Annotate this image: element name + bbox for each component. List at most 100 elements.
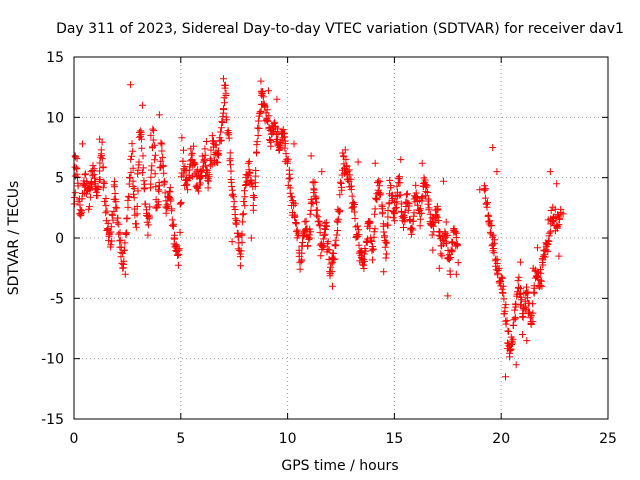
data-point bbox=[343, 162, 351, 170]
data-point bbox=[126, 174, 134, 182]
data-point bbox=[351, 201, 358, 208]
data-point bbox=[191, 161, 199, 169]
data-point bbox=[241, 202, 249, 210]
data-point bbox=[298, 256, 306, 264]
data-point bbox=[537, 266, 544, 274]
data-point bbox=[529, 264, 537, 272]
data-point bbox=[377, 189, 385, 197]
data-point bbox=[489, 144, 497, 151]
data-point bbox=[86, 193, 94, 201]
data-point bbox=[206, 155, 214, 163]
data-point bbox=[384, 221, 392, 229]
data-point bbox=[418, 159, 426, 167]
data-point bbox=[498, 274, 506, 282]
data-point bbox=[138, 169, 146, 177]
data-point bbox=[291, 212, 299, 220]
data-point bbox=[239, 210, 247, 218]
data-point bbox=[157, 139, 165, 147]
data-point bbox=[202, 138, 210, 145]
data-point bbox=[204, 184, 212, 192]
data-point bbox=[526, 308, 534, 316]
data-point bbox=[311, 178, 319, 186]
data-point bbox=[391, 217, 399, 225]
data-point bbox=[509, 321, 517, 329]
data-point bbox=[227, 161, 234, 169]
data-point bbox=[151, 141, 159, 149]
data-point bbox=[331, 255, 339, 263]
data-point bbox=[279, 126, 287, 134]
data-point bbox=[259, 90, 267, 98]
data-point bbox=[226, 155, 234, 163]
data-point bbox=[159, 153, 167, 161]
data-point bbox=[134, 166, 142, 174]
y-tick-label: -10 bbox=[41, 352, 64, 368]
data-point bbox=[499, 282, 507, 290]
data-point bbox=[482, 185, 490, 193]
data-point bbox=[448, 247, 456, 255]
data-point bbox=[550, 217, 558, 225]
data-point bbox=[258, 89, 265, 97]
data-point bbox=[539, 252, 547, 260]
data-point bbox=[147, 173, 155, 181]
data-point bbox=[547, 228, 555, 236]
data-point bbox=[244, 159, 252, 167]
data-point bbox=[553, 180, 561, 188]
data-point bbox=[253, 148, 261, 156]
data-point bbox=[493, 255, 501, 263]
data-point bbox=[344, 167, 352, 175]
data-point bbox=[161, 189, 169, 197]
data-point bbox=[423, 182, 431, 190]
data-point bbox=[190, 142, 198, 150]
data-point bbox=[228, 238, 236, 246]
data-point bbox=[220, 106, 228, 114]
data-point bbox=[437, 250, 445, 258]
data-point bbox=[128, 152, 135, 160]
data-point bbox=[412, 181, 420, 189]
data-point bbox=[484, 199, 491, 207]
data-point bbox=[85, 203, 93, 211]
data-point bbox=[346, 171, 354, 179]
data-point bbox=[172, 241, 180, 249]
data-point bbox=[90, 165, 98, 173]
data-point bbox=[440, 177, 447, 185]
data-point bbox=[307, 228, 315, 236]
data-point bbox=[317, 252, 325, 260]
data-point bbox=[165, 187, 173, 195]
data-point bbox=[333, 231, 341, 239]
data-point bbox=[348, 204, 356, 212]
data-point bbox=[150, 127, 158, 135]
data-point bbox=[371, 205, 379, 213]
data-point bbox=[155, 111, 163, 119]
data-point bbox=[319, 235, 327, 243]
data-point bbox=[239, 218, 247, 226]
data-point bbox=[395, 173, 403, 181]
data-point bbox=[435, 217, 443, 225]
data-point bbox=[527, 321, 535, 328]
data-point bbox=[489, 240, 497, 248]
data-point bbox=[557, 205, 565, 213]
data-point bbox=[223, 116, 230, 124]
data-point bbox=[506, 343, 514, 351]
data-point bbox=[98, 152, 105, 160]
data-point bbox=[147, 131, 155, 139]
data-point bbox=[257, 77, 265, 85]
data-point bbox=[442, 218, 450, 226]
data-point bbox=[115, 220, 123, 228]
data-point bbox=[422, 183, 430, 191]
data-point bbox=[418, 194, 426, 202]
data-point bbox=[490, 239, 498, 247]
y-tick-label: 15 bbox=[46, 50, 64, 66]
data-point bbox=[380, 268, 388, 276]
data-point bbox=[146, 213, 153, 221]
data-point bbox=[391, 204, 399, 212]
data-point bbox=[259, 93, 267, 101]
data-point bbox=[553, 224, 561, 232]
data-point bbox=[109, 216, 117, 224]
data-point bbox=[180, 146, 187, 154]
data-point bbox=[252, 167, 260, 174]
data-point bbox=[138, 144, 146, 152]
data-point bbox=[364, 235, 372, 243]
data-point bbox=[389, 191, 397, 199]
data-point bbox=[241, 187, 248, 195]
data-point bbox=[144, 231, 152, 239]
